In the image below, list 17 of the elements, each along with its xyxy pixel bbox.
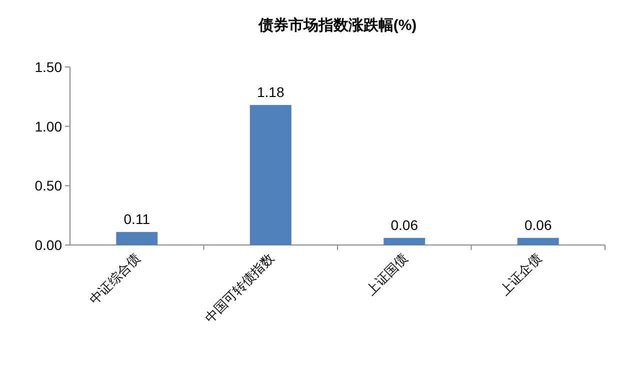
x-tick-label: 中国可转债指数 [202, 250, 277, 326]
data-label: 0.11 [124, 210, 150, 227]
y-tick-label: 0.50 [34, 178, 62, 194]
bar [384, 238, 426, 245]
data-label: 1.18 [257, 84, 284, 100]
y-tick-label: 1.00 [34, 118, 62, 134]
x-tick-label: 上证企债 [496, 250, 544, 298]
bar [517, 238, 559, 245]
y-tick-label: 1.50 [34, 59, 62, 75]
data-label: 0.06 [390, 216, 418, 233]
x-tick-label: 上证国债 [363, 250, 410, 298]
bar [250, 104, 292, 245]
y-tick-label: 0.00 [34, 237, 62, 253]
data-label: 0.06 [524, 216, 552, 233]
chart-title: 债券市场指数涨跌幅(%) [257, 16, 417, 34]
bar [116, 232, 158, 245]
x-tick-label: 中证综合债 [86, 250, 143, 308]
